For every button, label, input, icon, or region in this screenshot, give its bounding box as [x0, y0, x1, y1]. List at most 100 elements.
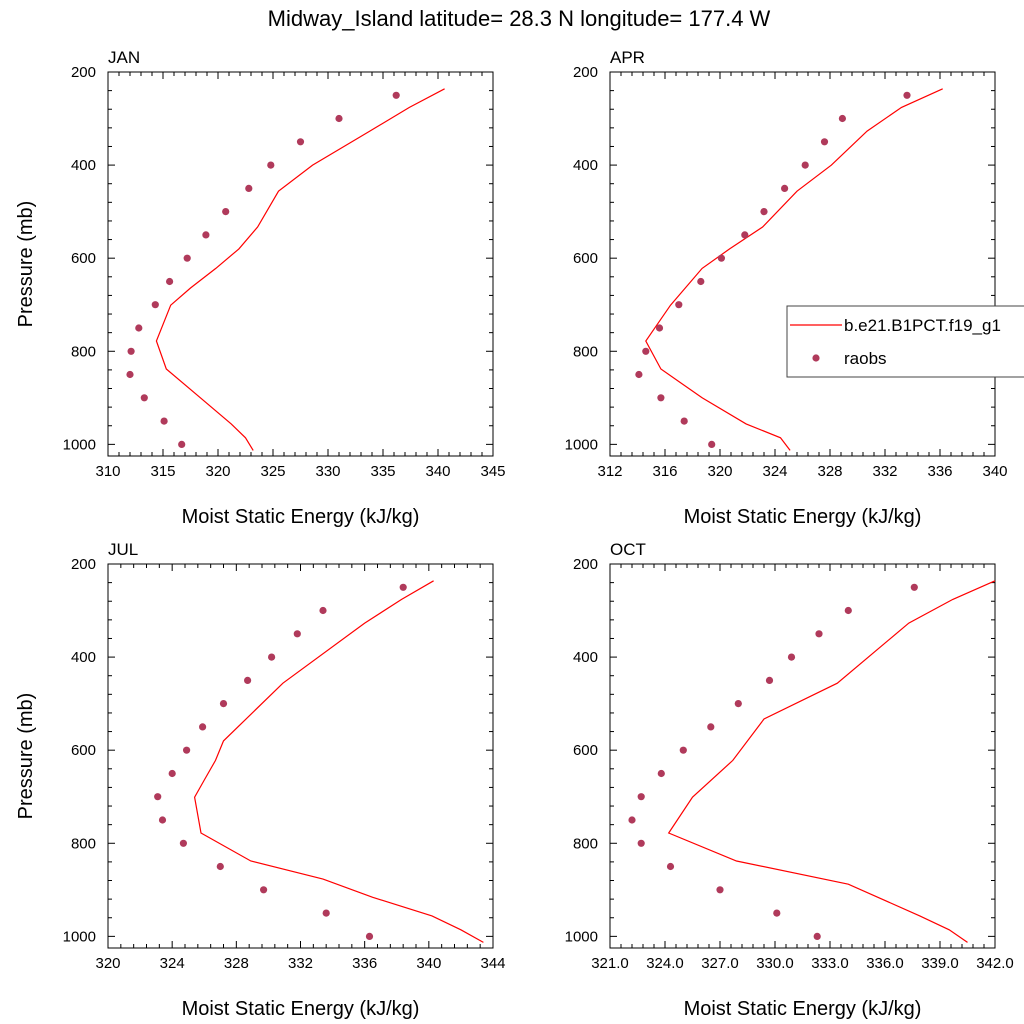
raobs-point	[666, 862, 675, 871]
x-tick-label: 325	[260, 463, 285, 480]
model-profile-line	[667, 580, 996, 943]
x-tick-label: 320	[707, 463, 732, 480]
plot-frame	[107, 563, 494, 949]
raobs-point	[296, 138, 305, 146]
figure-title: Midway_Island latitude= 28.3 N longitude…	[268, 6, 771, 31]
x-tick-label: 316	[652, 463, 677, 480]
raobs-point	[183, 746, 191, 754]
y-tick-label: 200	[573, 556, 598, 573]
raobs-point	[637, 793, 645, 801]
x-tick-label: 332	[872, 463, 897, 480]
raobs-point	[202, 231, 210, 239]
raobs-point	[657, 769, 665, 778]
raobs-point	[820, 138, 829, 146]
legend-box	[786, 305, 1024, 378]
y-tick-label: 400	[573, 649, 598, 666]
y-tick-label: 200	[71, 64, 96, 81]
raobs-point	[322, 909, 330, 917]
raobs-point	[801, 161, 809, 169]
raobs-point	[838, 114, 847, 123]
x-tick-label: 321.0	[591, 955, 629, 972]
legend-entry-model: b.e21.B1PCT.f19_g1	[844, 316, 1001, 335]
x-tick-label: 330	[315, 463, 340, 480]
raobs-point	[765, 676, 774, 685]
raobs-point	[910, 583, 918, 591]
raobs-point	[178, 440, 186, 448]
raobs-point	[158, 816, 167, 824]
raobs-point	[222, 208, 230, 216]
chart-panel-jul: JUL 320 324 328 332 336 340 344 200 400 600 800 1000…	[15, 540, 506, 1020]
x-tick-label: 340	[425, 463, 450, 480]
y-tick-label: 800	[71, 835, 96, 852]
y-tick-label: 800	[71, 343, 96, 360]
raobs-point	[399, 583, 407, 591]
raobs-point	[179, 839, 187, 847]
legend-marker-swatch	[812, 354, 820, 362]
raobs-point	[657, 394, 665, 402]
x-tick-label: 335	[370, 463, 395, 480]
y-tick-label: 200	[573, 64, 598, 81]
y-tick-label: 600	[573, 250, 598, 267]
chart-panel-jan: JAN 310 315 320 325 330 335 340 345 200 400 600 800 1…	[15, 48, 506, 528]
raobs-point	[126, 370, 134, 379]
raobs-point	[392, 91, 400, 99]
raobs-point	[151, 301, 159, 309]
raobs-point	[741, 231, 749, 239]
raobs-point	[844, 606, 852, 615]
y-tick-label: 400	[71, 157, 96, 174]
y-axis-label: Pressure (mb)	[15, 693, 37, 820]
y-tick-label: 200	[71, 556, 96, 573]
plot-frame	[609, 71, 996, 457]
x-axis-label: Moist Static Energy (kJ/kg)	[182, 998, 420, 1020]
x-tick-label: 342.0	[976, 955, 1014, 972]
y-tick-label: 400	[573, 157, 598, 174]
y-tick-label: 1000	[565, 928, 598, 945]
x-tick-label: 312	[597, 463, 622, 480]
model-profile-line	[155, 88, 445, 451]
x-tick-label: 340	[982, 463, 1007, 480]
x-tick-label: 344	[480, 955, 505, 972]
raobs-point	[679, 746, 687, 754]
raobs-point	[813, 932, 821, 941]
raobs-point	[160, 417, 168, 425]
plot-frame	[609, 563, 996, 949]
panel-title: APR	[610, 48, 645, 67]
y-axis-label: Pressure (mb)	[15, 201, 37, 328]
x-tick-label: 310	[95, 463, 120, 480]
y-tick-label: 800	[573, 343, 598, 360]
x-tick-label: 328	[224, 955, 249, 972]
raobs-point	[140, 394, 148, 402]
raobs-point	[127, 347, 135, 355]
raobs-point	[268, 653, 276, 661]
raobs-point	[655, 324, 664, 332]
raobs-point	[335, 114, 343, 123]
y-tick-label: 1000	[63, 436, 96, 453]
raobs-point	[154, 793, 162, 801]
raobs-point	[135, 324, 143, 332]
raobs-point	[219, 700, 228, 708]
raobs-point	[716, 886, 724, 894]
x-tick-label: 336.0	[866, 955, 904, 972]
panel-title: JAN	[108, 48, 140, 67]
raobs-point	[365, 932, 374, 941]
raobs-point	[707, 723, 715, 731]
raobs-point	[199, 723, 207, 731]
chart-panel-oct: OCT 321.0 324.0 327.0 330.0 333.0 336.0 339.0 34…	[565, 540, 1014, 1020]
y-tick-label: 800	[573, 835, 598, 852]
x-axis-label: Moist Static Energy (kJ/kg)	[182, 506, 420, 528]
raobs-point	[260, 886, 268, 894]
x-tick-label: 336	[352, 955, 377, 972]
x-tick-label: 345	[480, 463, 505, 480]
x-tick-label: 320	[95, 955, 120, 972]
x-tick-label: 327.0	[701, 955, 739, 972]
panel-title: JUL	[108, 540, 138, 559]
x-axis-label: Moist Static Energy (kJ/kg)	[684, 506, 922, 528]
legend-entry-raobs: raobs	[844, 349, 887, 368]
model-profile-line	[193, 580, 484, 943]
y-tick-label: 600	[71, 250, 96, 267]
x-tick-label: 324.0	[646, 955, 684, 972]
raobs-point	[319, 606, 327, 615]
raobs-point	[773, 909, 781, 917]
